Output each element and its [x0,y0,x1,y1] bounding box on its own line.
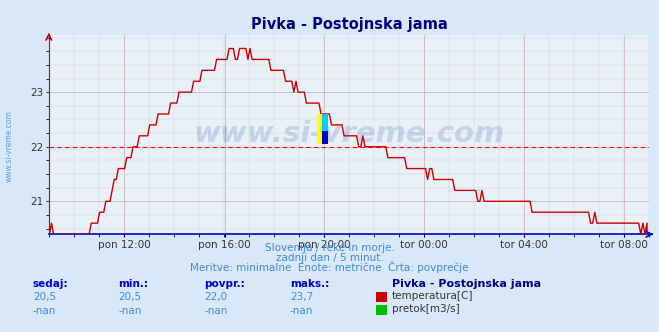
Text: povpr.:: povpr.: [204,279,245,289]
Text: www.si-vreme.com: www.si-vreme.com [5,110,14,182]
Text: 20,5: 20,5 [33,292,56,302]
Text: Meritve: minimalne  Enote: metrične  Črta: povprečje: Meritve: minimalne Enote: metrične Črta:… [190,261,469,273]
Text: -nan: -nan [33,306,56,316]
Text: 23,7: 23,7 [290,292,313,302]
Text: -nan: -nan [204,306,227,316]
Text: -nan: -nan [119,306,142,316]
Text: min.:: min.: [119,279,149,289]
Text: www.si-vreme.com: www.si-vreme.com [194,121,505,148]
Text: 20,5: 20,5 [119,292,142,302]
Text: Slovenija / reke in morje.: Slovenija / reke in morje. [264,243,395,253]
Text: Pivka - Postojnska jama: Pivka - Postojnska jama [392,279,541,289]
Bar [317,114,322,144]
Bar [322,114,328,130]
Text: pretok[m3/s]: pretok[m3/s] [392,304,460,314]
Title: Pivka - Postojnska jama: Pivka - Postojnska jama [251,17,447,32]
Text: sedaj:: sedaj: [33,279,69,289]
Bar [322,130,328,144]
Text: maks.:: maks.: [290,279,330,289]
Text: zadnji dan / 5 minut.: zadnji dan / 5 minut. [275,253,384,263]
Text: -nan: -nan [290,306,313,316]
Text: temperatura[C]: temperatura[C] [392,291,474,301]
Text: 22,0: 22,0 [204,292,227,302]
